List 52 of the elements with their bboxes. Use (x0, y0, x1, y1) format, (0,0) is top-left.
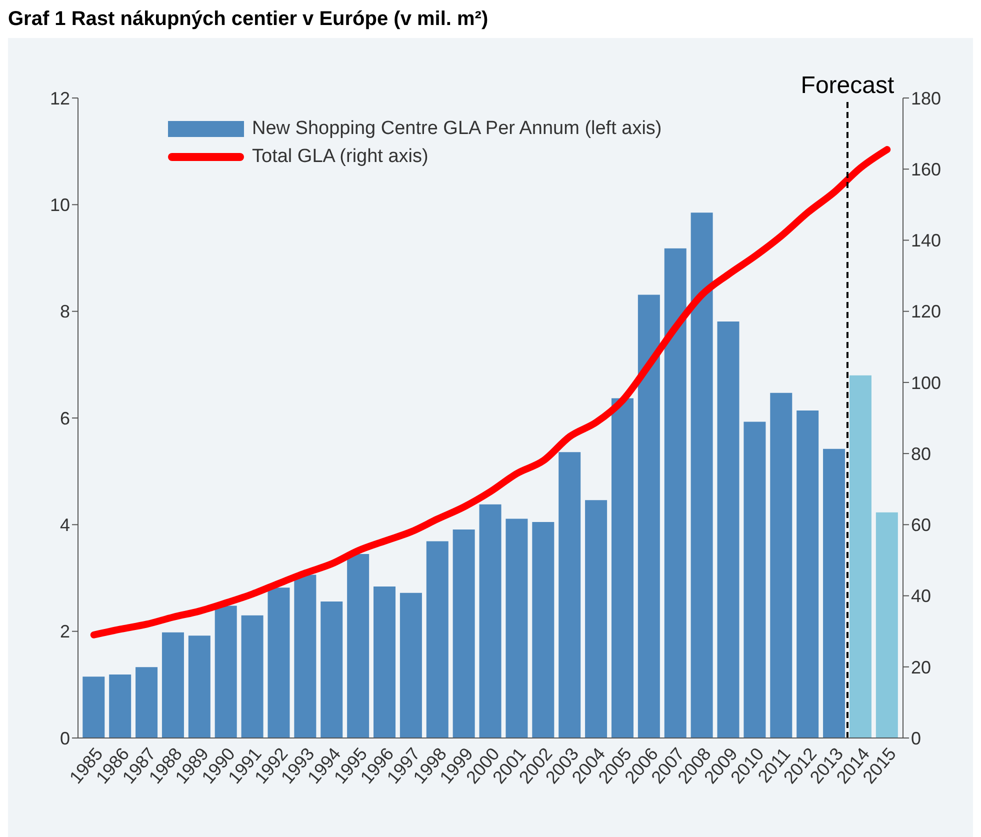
bar (506, 518, 528, 738)
y-tick-label: 12 (50, 88, 70, 108)
bar (770, 392, 792, 738)
bar (479, 504, 502, 738)
y2-tick-label: 40 (911, 586, 932, 606)
y2-tick-label: 160 (911, 160, 942, 180)
y2-tick-label: 100 (911, 372, 942, 393)
y-tick-label: 4 (60, 515, 70, 536)
bar (849, 375, 872, 738)
y-tick-label: 6 (60, 408, 70, 428)
ref-line-label: Forecast (800, 72, 894, 99)
legend-label: New Shopping Centre GLA Per Annum (left axis) (252, 118, 662, 140)
y2-tick-label: 20 (911, 657, 932, 678)
bar (136, 667, 158, 738)
bar (690, 212, 713, 738)
chart-title: Graf 1 Rast nákupných centier v Európe (v mil. m²) (8, 8, 488, 30)
legend-label: Total GLA (right axis) (252, 146, 428, 168)
bar (558, 452, 581, 738)
y-tick-label: 8 (60, 302, 70, 322)
bar (188, 636, 210, 738)
bar (162, 632, 184, 738)
bar (532, 522, 554, 738)
bar (400, 592, 422, 738)
y2-tick-label: 120 (911, 302, 942, 322)
bar (876, 512, 898, 738)
bar (638, 294, 660, 738)
bar (585, 500, 608, 738)
y-tick-label: 10 (50, 195, 70, 216)
bar (109, 674, 132, 738)
bar (796, 410, 819, 738)
bar (214, 606, 237, 738)
y2-tick-label: 80 (911, 444, 932, 464)
y-tick-label: 2 (60, 622, 70, 642)
bar (717, 321, 740, 738)
bar (82, 676, 105, 738)
bar (268, 588, 290, 738)
bar (452, 529, 475, 738)
y-tick-label: 0 (60, 728, 70, 748)
bar (347, 554, 370, 738)
y2-tick-label: 140 (911, 230, 942, 251)
bar (320, 601, 343, 738)
bar (664, 248, 686, 738)
bar (294, 574, 316, 738)
y2-tick-label: 180 (911, 88, 942, 108)
bar (744, 422, 766, 738)
y2-tick-label: 60 (911, 515, 932, 536)
bar (611, 398, 634, 738)
bar (823, 448, 846, 738)
y2-tick-label: 0 (911, 728, 922, 748)
bar (426, 541, 448, 738)
bar (241, 615, 264, 738)
bar (374, 586, 396, 738)
